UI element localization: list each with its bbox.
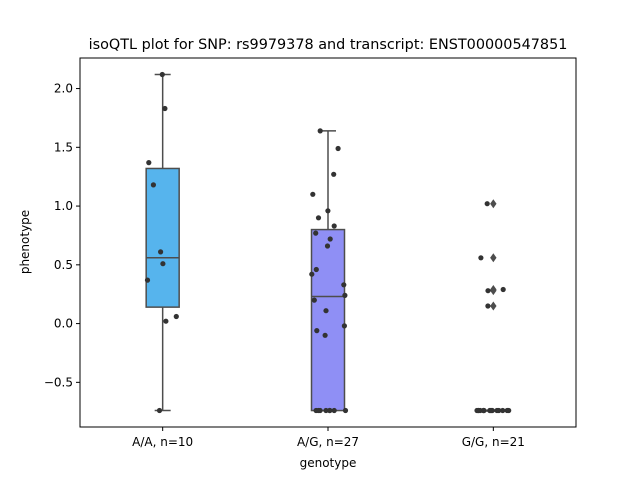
data-point [317, 128, 323, 134]
data-point [159, 71, 165, 78]
data-point [322, 332, 328, 338]
y-tick-label: 2.0 [54, 82, 73, 96]
data-point [162, 105, 168, 112]
y-tick-label: 1.5 [54, 140, 73, 154]
data-point [341, 282, 347, 288]
data-point [341, 323, 347, 329]
data-point [309, 271, 315, 277]
y-tick-label: 0.0 [54, 317, 73, 331]
data-point [331, 407, 337, 414]
data-point [478, 255, 484, 261]
data-point [342, 407, 349, 414]
data-point [156, 407, 163, 414]
data-point [160, 261, 166, 267]
data-point [158, 249, 164, 255]
y-tick-label: −0.5 [44, 375, 73, 389]
data-point [484, 201, 490, 207]
box-1 [145, 167, 180, 308]
data-point [485, 288, 491, 294]
data-point [310, 191, 316, 197]
data-point [324, 243, 331, 249]
outlier-marker [490, 199, 497, 209]
data-point [311, 297, 317, 303]
data-point [342, 292, 348, 298]
data-point [315, 215, 322, 221]
data-point [504, 407, 510, 414]
data-point [487, 407, 493, 414]
data-point [496, 407, 502, 414]
data-point [173, 313, 179, 320]
data-point [150, 182, 156, 188]
data-point [485, 303, 491, 309]
data-point [331, 171, 337, 177]
outlier-marker [490, 301, 497, 311]
data-point [327, 407, 333, 414]
data-point [323, 407, 329, 414]
y-axis-label: phenotype [18, 210, 32, 274]
x-axis-label: genotype [300, 456, 357, 470]
x-tick-label: A/G, n=27 [297, 435, 359, 449]
chart-title: isoQTL plot for SNP: rs9979378 and trans… [89, 37, 568, 53]
data-point [500, 407, 506, 414]
data-point [325, 208, 331, 214]
data-point [323, 308, 329, 314]
data-point [146, 160, 152, 166]
data-point [331, 223, 337, 229]
data-point [313, 230, 319, 236]
data-point [480, 407, 486, 414]
axes: −0.5 0.0 0.5 1.0 1.5 2.0 A/A, n=10 A/G, n=27 G/G… [44, 57, 577, 449]
outlier-marker [490, 253, 497, 263]
data-point [474, 407, 480, 414]
data-point [500, 286, 506, 293]
data-point [144, 277, 151, 283]
data-point [315, 407, 321, 414]
data-point [327, 236, 333, 242]
data-point [335, 145, 341, 152]
box-2 [310, 228, 346, 412]
outlier-marker [490, 286, 497, 296]
y-tick-label: 0.5 [54, 258, 73, 272]
data-point [314, 328, 320, 334]
y-tick-label: 1.0 [54, 199, 73, 213]
x-tick-label: G/G, n=21 [462, 435, 525, 449]
x-tick-label: A/A, n=10 [132, 435, 193, 449]
data-point [163, 318, 169, 324]
plot-area [144, 71, 512, 414]
data-point [313, 266, 319, 273]
